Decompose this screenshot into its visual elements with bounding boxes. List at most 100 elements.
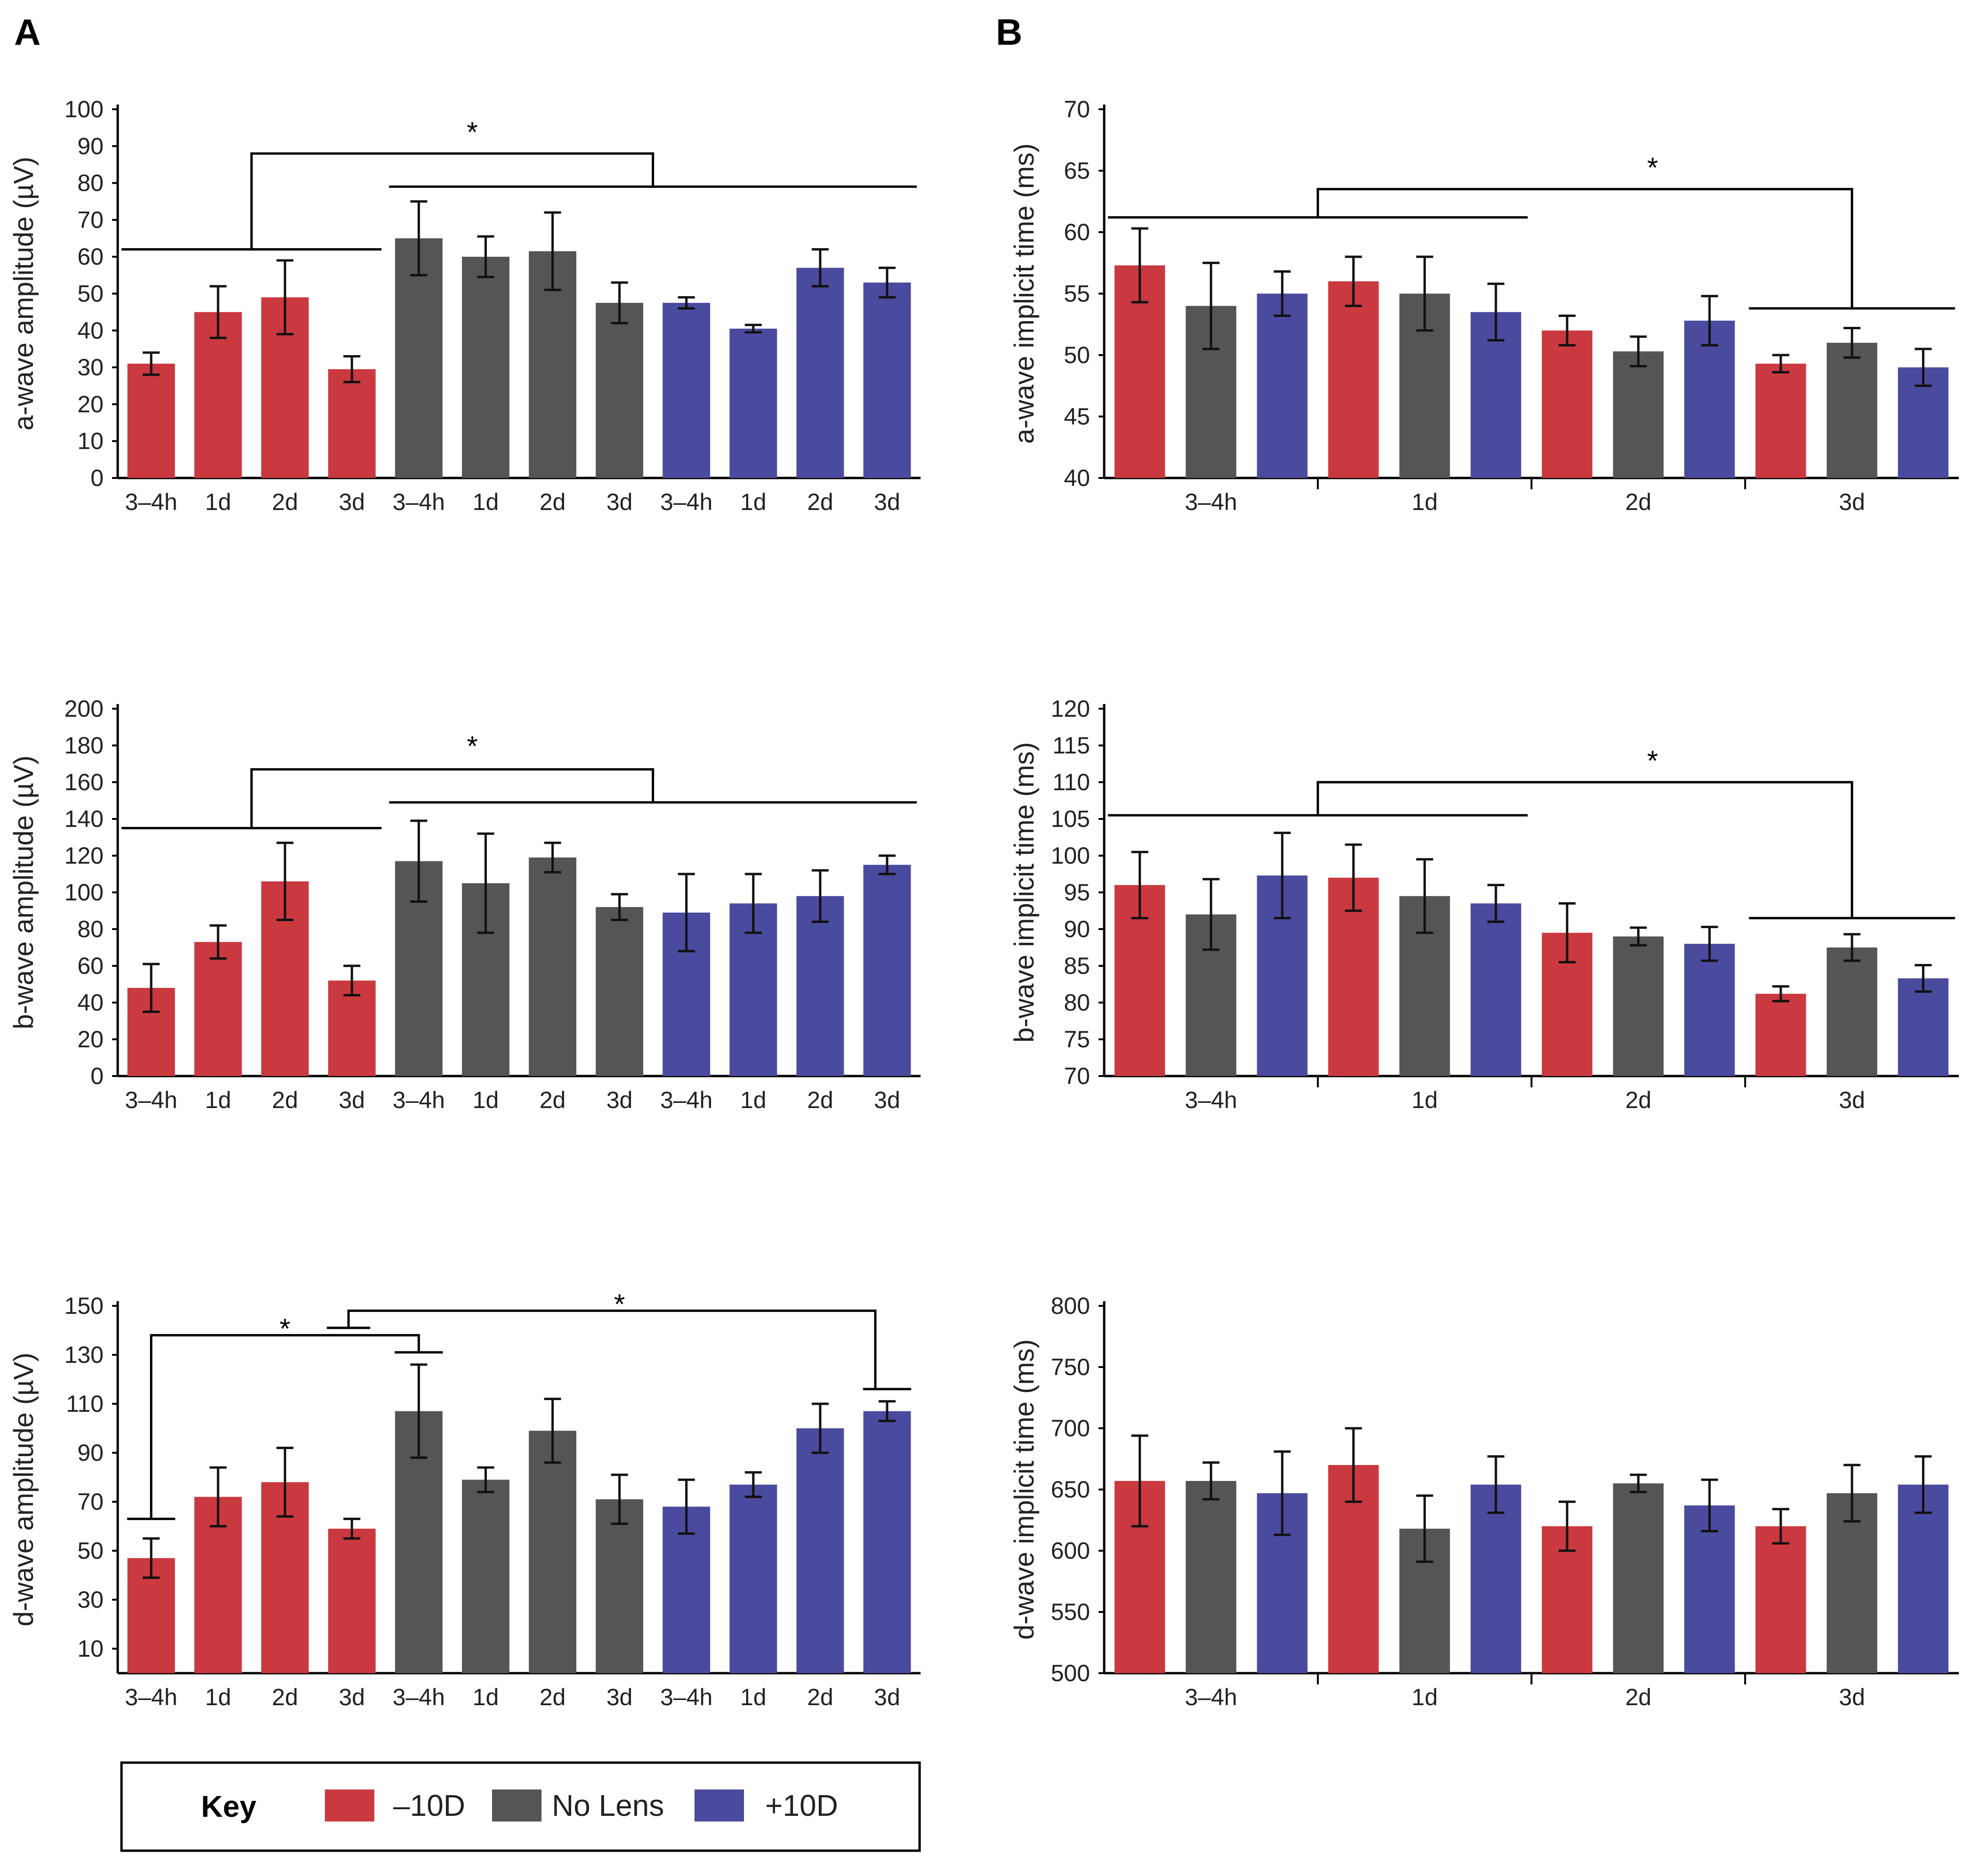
x-tick-label: 3d	[339, 1684, 365, 1710]
y-tick-label: 0	[90, 1063, 104, 1089]
x-tick-label: 2d	[540, 1684, 566, 1710]
x-tick-label: 3–4h	[1185, 1684, 1237, 1710]
y-tick-label: 110	[1052, 769, 1090, 795]
bar	[1826, 342, 1877, 478]
significance-star: *	[1647, 152, 1658, 184]
d-wave-implicit-time-chart: 500 550 600 650 700 750 800 d-wave implicit tim…	[1009, 1293, 1959, 1710]
legend-label-minus10d: –10D	[393, 1789, 465, 1822]
bar	[796, 896, 844, 1076]
y-tick-label: 0	[90, 465, 104, 491]
x-tick-label: 2d	[272, 1684, 298, 1710]
y-tick-label: 500	[1051, 1660, 1090, 1686]
x-tick-label: 1d	[205, 1684, 231, 1710]
bar	[1328, 281, 1379, 478]
x-tick-label: 3d	[1839, 1684, 1865, 1710]
y-axis-title: d-wave implicit time (ms)	[1009, 1339, 1040, 1640]
x-tick-label: 3–4h	[125, 1684, 177, 1710]
y-tick-label: 30	[77, 354, 104, 380]
y-axis-title: a-wave amplitude (µV)	[8, 157, 39, 430]
bar	[1186, 1481, 1236, 1673]
x-tick-label: 1d	[473, 1087, 499, 1113]
x-tick-label: 2d	[807, 1684, 833, 1710]
y-tick-label: 90	[77, 1440, 104, 1466]
x-tick-label: 2d	[540, 1087, 566, 1113]
a-wave-implicit-time-chart: 40 45 50 55 60 65 70 a-wave implicit time (ms) 3…	[1009, 96, 1959, 515]
y-tick-label: 650	[1051, 1476, 1090, 1503]
legend-swatch-no-lens	[492, 1789, 541, 1822]
y-tick-label: 30	[77, 1587, 104, 1613]
y-tick-label: 60	[77, 953, 104, 979]
y-tick-label: 105	[1051, 806, 1090, 832]
y-tick-label: 80	[77, 916, 104, 942]
b-wave-implicit-time-chart: 70 75 80 85 90 95 100 105 110 115 120 b-wave implic…	[1009, 696, 1959, 1113]
y-tick-label: 120	[65, 842, 104, 869]
y-tick-label: 20	[77, 391, 104, 417]
y-tick-label: 90	[1064, 916, 1090, 942]
bar	[328, 369, 376, 478]
significance-bracket	[250, 768, 655, 828]
x-tick-label: 3–4h	[660, 1087, 712, 1113]
x-tick-label: 1d	[740, 1087, 767, 1113]
y-tick-label: 100	[65, 879, 104, 906]
bar	[1898, 1484, 1949, 1673]
legend: Key –10D No Lens +10D	[120, 1761, 921, 1852]
y-tick-label: 80	[1064, 989, 1090, 1016]
bar	[194, 312, 242, 478]
bar	[1542, 330, 1592, 478]
panel-label-a: A	[14, 11, 40, 53]
x-tick-label: 3d	[339, 1087, 365, 1113]
bar	[863, 283, 911, 478]
y-tick-label: 70	[77, 1489, 104, 1515]
bar	[1684, 320, 1735, 478]
x-tick-label: 3–4h	[125, 489, 177, 515]
y-tick-label: 90	[77, 133, 104, 159]
y-tick-label: 750	[1051, 1354, 1090, 1380]
bar	[796, 1428, 844, 1673]
x-tick-label: 2d	[272, 1087, 298, 1113]
bar	[1471, 903, 1521, 1076]
y-tick-label: 700	[1051, 1415, 1090, 1441]
y-tick-label: 55	[1064, 281, 1090, 307]
y-tick-label: 130	[65, 1342, 104, 1368]
x-tick-label: 2d	[1625, 1087, 1652, 1113]
y-tick-label: 600	[1051, 1538, 1090, 1564]
bar	[796, 267, 844, 478]
x-tick-label: 3d	[874, 1684, 900, 1710]
bar	[395, 238, 443, 478]
bar	[1755, 994, 1806, 1076]
y-tick-label: 120	[1051, 696, 1090, 722]
bar	[1471, 1484, 1521, 1673]
x-tick-label: 1d	[1412, 1684, 1438, 1710]
bar	[1826, 1493, 1877, 1673]
b-wave-amplitude-chart: 0 20 40 60 80 100 120 140 160 180 200 b-wave amplit…	[8, 696, 921, 1113]
x-tick-label: 3–4h	[393, 489, 445, 515]
legend-label-plus10d: +10D	[765, 1789, 838, 1822]
y-axis-title: b-wave amplitude (µV)	[8, 755, 39, 1029]
bar	[462, 257, 509, 478]
bar	[596, 1499, 644, 1673]
bar	[529, 857, 576, 1076]
bar	[1684, 944, 1735, 1076]
bar	[328, 980, 376, 1076]
x-tick-label: 3d	[339, 489, 365, 515]
y-tick-label: 800	[1051, 1293, 1090, 1319]
x-tick-label: 3–4h	[393, 1684, 445, 1710]
significance-star: *	[1647, 745, 1658, 777]
x-tick-label: 3–4h	[660, 489, 712, 515]
y-tick-label: 70	[1064, 1063, 1090, 1089]
x-tick-label: 3–4h	[1185, 1087, 1237, 1113]
y-tick-label: 100	[1051, 842, 1090, 869]
significance-bracket	[150, 1334, 420, 1519]
bar	[1755, 364, 1806, 478]
legend-swatch-plus10d	[695, 1789, 744, 1822]
y-tick-label: 60	[1064, 219, 1090, 245]
y-tick-label: 550	[1051, 1599, 1090, 1625]
y-tick-label: 60	[77, 243, 104, 270]
y-tick-label: 160	[65, 769, 104, 795]
significance-star: *	[614, 1288, 625, 1320]
y-tick-label: 50	[77, 281, 104, 307]
y-tick-label: 150	[65, 1293, 104, 1319]
y-tick-label: 115	[1052, 732, 1090, 759]
